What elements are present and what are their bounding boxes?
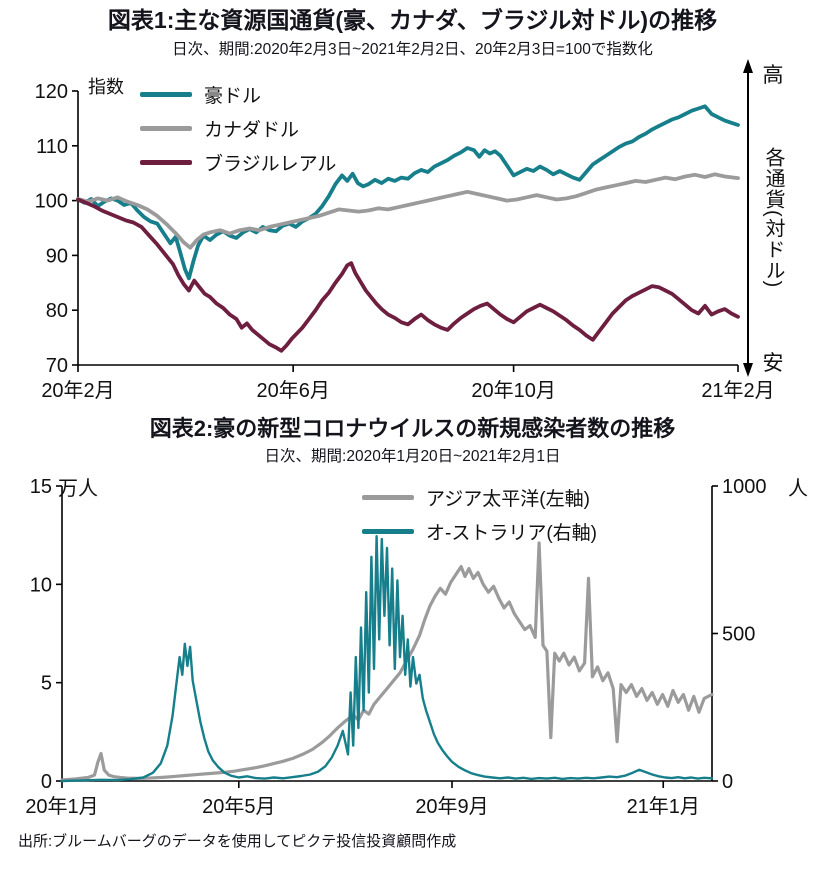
series-line-カナダドル	[76, 172, 740, 250]
low-label: 安	[762, 351, 784, 375]
legend-label-brl: ブラジルレアル	[204, 153, 337, 175]
legend-swatch-brl	[140, 159, 192, 165]
chart1-legend: 豪ドル カナダドル ブラジルレアル	[140, 81, 336, 176]
x-tick-label: 20年1月	[25, 795, 98, 818]
y-tick-label-right: 500	[722, 624, 755, 646]
x-tick-label: 21年1月	[627, 795, 700, 818]
legend-label-australia: オ-ストラリア(右軸)	[426, 523, 597, 545]
chart2-subtitle: 日次、期間:2020年1月20日~2021年2月1日	[264, 448, 561, 466]
right-axis-annotation: 高 各通貨(対ドル) 安	[739, 58, 784, 377]
series-line-アジア太平洋(左軸)	[60, 541, 714, 783]
legend-label-asia-pacific: アジア太平洋(左軸)	[426, 489, 590, 511]
chart1-subtitle: 日次、期間:2020年2月3日~2021年2月2日、20年2月3日=100で指数…	[172, 40, 653, 58]
y-tick-label: 120	[35, 81, 68, 103]
y-tick-label: 10	[30, 575, 52, 597]
legend-item-asia-pacific: アジア太平洋(左軸)	[362, 484, 597, 511]
y-tick-label: 100	[35, 190, 68, 212]
y-tick-label-right: 1000	[722, 476, 767, 498]
series-line-豪ドル	[76, 104, 740, 281]
y-tick-label: 5	[41, 673, 52, 695]
chart1-unit-label: 指数	[88, 76, 124, 97]
high-label: 高	[762, 63, 784, 87]
y-tick-label: 110	[36, 136, 68, 158]
currencies-vs-dollar-label: 各通貨(対ドル)	[762, 147, 784, 289]
y-tick-label: 70	[46, 355, 68, 377]
chart1-container: 70 80 90 100 110 120 20年2月 20年6月 20年10月 21年2月 指数 …	[0, 58, 825, 407]
chart2-right-unit-label: 人	[788, 478, 808, 501]
y-tick-label: 90	[46, 245, 68, 267]
series-line-ブラジルレアル	[76, 197, 740, 353]
legend-label-cad: カナダドル	[204, 119, 300, 141]
x-tick-label: 20年5月	[202, 795, 275, 818]
series-line-オ-ストラリア(右軸)	[60, 535, 714, 783]
annotation-text-column: 高 各通貨(対ドル) 安	[762, 59, 784, 377]
x-tick-label: 21年2月	[701, 379, 774, 402]
chart1-canvas: 70 80 90 100 110 120 20年2月 20年6月 20年10月 21年2月	[35, 81, 775, 402]
legend-swatch-asia-pacific	[362, 495, 414, 501]
x-tick-label: 20年6月	[256, 379, 329, 402]
source-note: 出所:ブルームバーグのデータを使用してピクテ投信投資顧問作成	[18, 833, 457, 851]
legend-item-cad: カナダドル	[140, 115, 336, 142]
legend-swatch-aud	[140, 91, 192, 97]
chart1-title: 図表1:主な資源国通貨(豪、カナダ、ブラジル対ドル)の推移	[107, 7, 718, 33]
x-tick-label: 20年10月	[471, 379, 556, 402]
legend-item-aud: 豪ドル	[140, 81, 336, 108]
y-tick-label-right: 0	[722, 771, 733, 793]
legend-label-aud: 豪ドル	[204, 85, 262, 107]
legend-swatch-australia	[362, 529, 414, 535]
chart2-canvas: 0 5 10 15 0 500 1000 20年1月 20年5月 20年9月 21年1月	[25, 476, 767, 818]
legend-item-brl: ブラジルレアル	[140, 149, 336, 176]
chart2-legend: アジア太平洋(左軸) オ-ストラリア(右軸)	[362, 484, 597, 545]
double-arrow-icon	[743, 58, 753, 377]
x-tick-label: 20年2月	[41, 379, 114, 402]
y-tick-label: 15	[30, 476, 52, 498]
chart2-title: 図表2:豪の新型コロナウイルスの新規感染者数の推移	[149, 415, 676, 441]
y-tick-label: 80	[46, 300, 68, 322]
chart2-container: 0 5 10 15 0 500 1000 20年1月 20年5月 20年9月 21年1月 万人 人 …	[0, 466, 825, 826]
legend-swatch-cad	[140, 125, 192, 131]
legend-item-australia: オ-ストラリア(右軸)	[362, 518, 597, 545]
x-tick-label: 20年9月	[415, 795, 488, 818]
y-tick-label: 0	[41, 771, 52, 793]
chart2-left-unit-label: 万人	[58, 478, 98, 501]
